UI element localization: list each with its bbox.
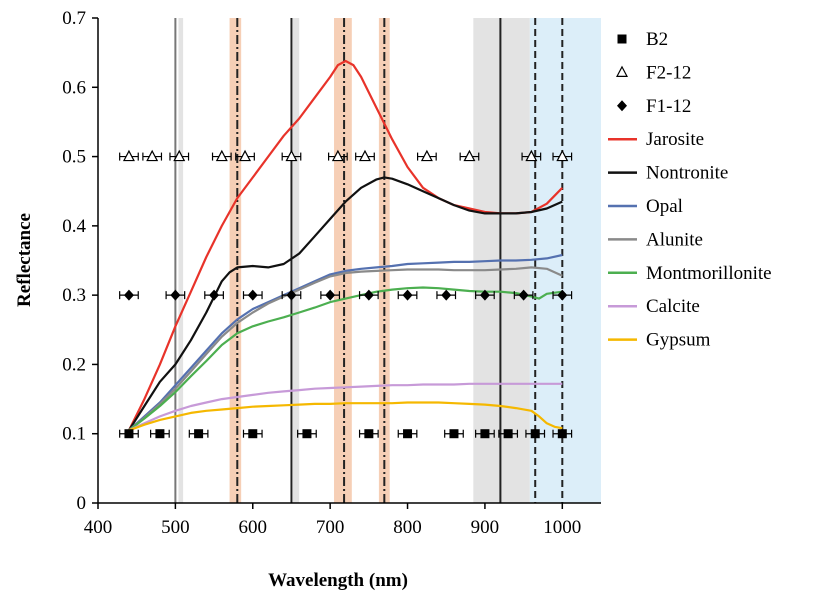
- y-tick-label: 0.3: [62, 285, 86, 306]
- series-line-alunite: [128, 266, 563, 432]
- x-tick-label: 500: [161, 517, 190, 538]
- f1-12-marker: [123, 289, 134, 301]
- b2-marker: [449, 429, 459, 439]
- x-tick-label: 600: [239, 517, 268, 538]
- gray-band: [293, 18, 300, 503]
- y-tick-label: 0.6: [62, 77, 86, 98]
- f2-12-marker: [146, 149, 159, 162]
- blue-band: [529, 18, 601, 503]
- f2-12-marker: [285, 149, 298, 162]
- f1-12-marker: [479, 289, 490, 301]
- spectra-series: [128, 59, 564, 432]
- f1-12-marker: [286, 289, 297, 301]
- series-line-jarosite: [128, 59, 564, 431]
- legend-f2-12-label: F2-12: [646, 62, 691, 83]
- b2-marker: [557, 429, 567, 439]
- x-tick-label: 400: [84, 517, 113, 538]
- f2-12-marker: [463, 149, 476, 162]
- f1-12-marker: [325, 289, 336, 301]
- b2-marker: [503, 429, 513, 439]
- legend-jarosite-label: Jarosite: [646, 129, 704, 150]
- f1-12-marker: [247, 289, 258, 301]
- y-tick-label: 0: [77, 493, 87, 514]
- legend-f1-12-symbol: [617, 100, 627, 112]
- f2-12-marker: [215, 149, 228, 162]
- gray-band: [178, 18, 184, 503]
- y-tick-label: 0.2: [62, 354, 86, 375]
- band-markers: [119, 149, 573, 439]
- y-tick-label: 0.5: [62, 147, 86, 168]
- x-tick-label: 1000: [543, 517, 581, 538]
- f1-12-marker: [170, 289, 181, 301]
- legend-b2-symbol: [617, 34, 627, 44]
- f2-12-marker: [331, 149, 344, 162]
- orange-band: [229, 18, 242, 503]
- series-line-gypsum: [128, 401, 563, 432]
- x-axis-title: Wavelength (nm): [268, 570, 408, 591]
- orange-band: [334, 18, 352, 503]
- y-tick-label: 0.4: [62, 216, 86, 237]
- y-tick-label: 0.7: [62, 8, 86, 29]
- f2-12-marker: [173, 149, 186, 162]
- legend-f1-12-label: F1-12: [646, 96, 691, 117]
- f2-12-marker: [420, 149, 433, 162]
- b2-marker: [248, 429, 258, 439]
- b2-marker: [194, 429, 204, 439]
- f2-12-marker: [358, 149, 371, 162]
- b2-marker: [302, 429, 312, 439]
- b2-marker: [155, 429, 165, 439]
- y-axis-title: Reflectance: [14, 213, 35, 307]
- b2-marker: [480, 429, 490, 439]
- axes: 0 0.1 0.2 0.3 0.4 0.5 0.6 0.7 400 500 600 700 800 900…: [62, 8, 601, 538]
- legend-opal-label: Opal: [646, 196, 683, 217]
- f1-12-marker: [402, 289, 413, 301]
- x-tick-label: 900: [471, 517, 500, 538]
- f1-12-marker: [441, 289, 452, 301]
- wavelength-reference-lines: [174, 18, 564, 503]
- series-line-montmorillonite: [128, 286, 563, 432]
- b2-marker: [124, 429, 134, 439]
- b2-marker: [530, 429, 540, 439]
- f1-12-marker: [557, 289, 568, 301]
- legend-nontronite-label: Nontronite: [646, 163, 728, 184]
- legend-montmorillonite-label: Montmorillonite: [646, 263, 772, 284]
- f1-12-marker: [363, 289, 374, 301]
- b2-marker: [403, 429, 413, 439]
- f2-12-marker: [122, 149, 135, 162]
- series-line-opal: [128, 253, 563, 432]
- series-line-nontronite: [128, 176, 563, 431]
- series-line-calcite: [128, 382, 563, 432]
- f1-12-marker: [209, 289, 220, 301]
- x-tick-label: 800: [393, 517, 422, 538]
- f1-12-marker: [518, 289, 529, 301]
- f2-12-marker: [525, 149, 538, 162]
- f2-12-marker: [239, 149, 252, 162]
- legend-b2-label: B2: [646, 29, 668, 50]
- x-tick-label: 700: [316, 517, 345, 538]
- legend-alunite-label: Alunite: [646, 229, 703, 250]
- legend-f2-12-symbol: [616, 65, 628, 78]
- y-tick-label: 0.1: [62, 424, 86, 445]
- legend-gypsum-label: Gypsum: [646, 330, 711, 351]
- f2-12-marker: [556, 149, 569, 162]
- legend-calcite-label: Calcite: [646, 296, 700, 317]
- b2-marker: [364, 429, 374, 439]
- legend: B2 F2-12 F1-12 Jarosite Nontronite Opal Alunit…: [608, 29, 772, 351]
